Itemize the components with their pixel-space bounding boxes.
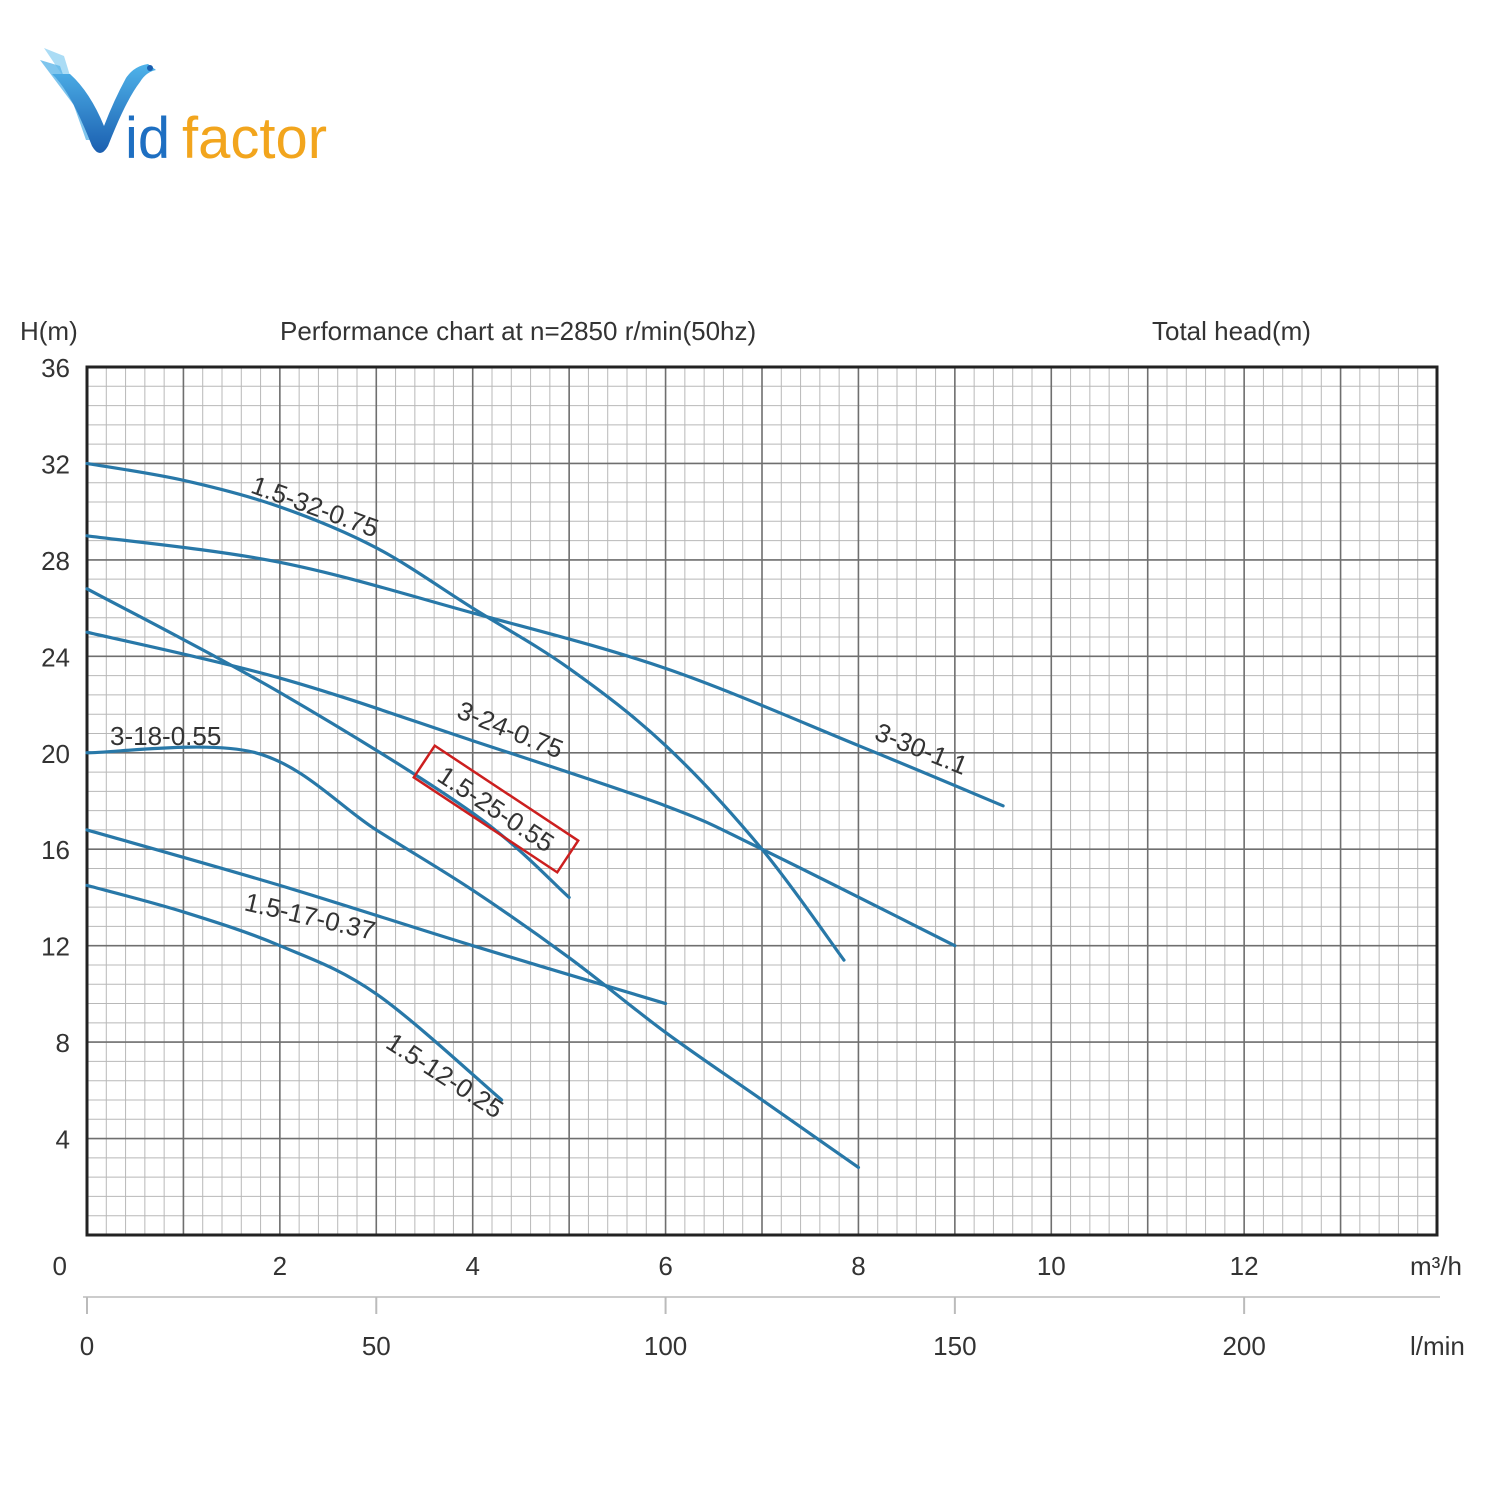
y-tick-label: 0 xyxy=(53,1251,67,1281)
curve-3-18-0-55 xyxy=(85,745,861,1170)
x-tick-label: 8 xyxy=(851,1251,865,1281)
x2-tick-label: 100 xyxy=(644,1331,687,1361)
x-tick-label: 4 xyxy=(465,1251,479,1281)
curve-1-5-32-0-75 xyxy=(85,461,846,962)
curve-1-5-17-0-37 xyxy=(85,828,668,1006)
curve-label-3-18-0-55: 3-18-0.55 xyxy=(110,721,221,751)
curve-1-5-12-0-25 xyxy=(85,883,504,1102)
y-tick-label: 28 xyxy=(41,546,70,576)
vidfactor-logo: id factor xyxy=(40,48,327,171)
x2-tick-labels: 0 50 100 150 200 xyxy=(80,1297,1266,1361)
logo-text-factor: factor xyxy=(182,106,327,171)
y-tick-label: 16 xyxy=(41,835,70,865)
y-tick-label: 32 xyxy=(41,449,70,479)
y-tick-label: 4 xyxy=(56,1125,70,1155)
y-tick-labels: 0 4 8 12 16 20 24 28 32 36 xyxy=(41,353,70,1281)
y-tick-label: 24 xyxy=(41,642,70,672)
x2-unit-label: l/min xyxy=(1410,1331,1465,1361)
x2-tick-label: 200 xyxy=(1222,1331,1265,1361)
x2-tick-label: 0 xyxy=(80,1331,94,1361)
curve-3-24-0-75 xyxy=(85,630,957,948)
plot-frame xyxy=(85,365,1439,1237)
curve-3-30-1-1 xyxy=(85,534,1005,808)
y-tick-label: 36 xyxy=(41,353,70,383)
x-tick-label: 10 xyxy=(1037,1251,1066,1281)
y-axis-label-right: Total head(m) xyxy=(1152,316,1311,346)
y-tick-label: 12 xyxy=(41,932,70,962)
x-unit-label: m³/h xyxy=(1410,1251,1462,1281)
curve-1-5-25-0-55 xyxy=(85,587,571,900)
x-tick-labels: 2 4 6 8 10 12 xyxy=(273,1251,1259,1281)
major-grid xyxy=(87,367,1437,1235)
y-tick-label: 8 xyxy=(56,1028,70,1058)
x-tick-label: 2 xyxy=(273,1251,287,1281)
x-tick-label: 6 xyxy=(658,1251,672,1281)
curve-label-1-5-32-0-75: 1.5-32-0.75 xyxy=(247,470,382,544)
curve-label-1-5-25-0-55: 1.5-25-0.55 xyxy=(432,760,559,858)
highlight-box xyxy=(412,743,580,875)
x2-tick-label: 50 xyxy=(362,1331,391,1361)
logo-bird-icon xyxy=(40,48,156,153)
logo-text-id: id xyxy=(125,106,170,171)
x2-tick-label: 150 xyxy=(933,1331,976,1361)
curves xyxy=(85,461,1005,1170)
x-tick-label: 12 xyxy=(1230,1251,1259,1281)
y-axis-label: H(m) xyxy=(20,316,78,346)
curve-label-1-5-12-0-25: 1.5-12-0.25 xyxy=(381,1027,509,1125)
y-tick-label: 20 xyxy=(41,739,70,769)
chart-title: Performance chart at n=2850 r/min(50hz) xyxy=(280,316,756,346)
minor-grid xyxy=(86,366,1438,1236)
